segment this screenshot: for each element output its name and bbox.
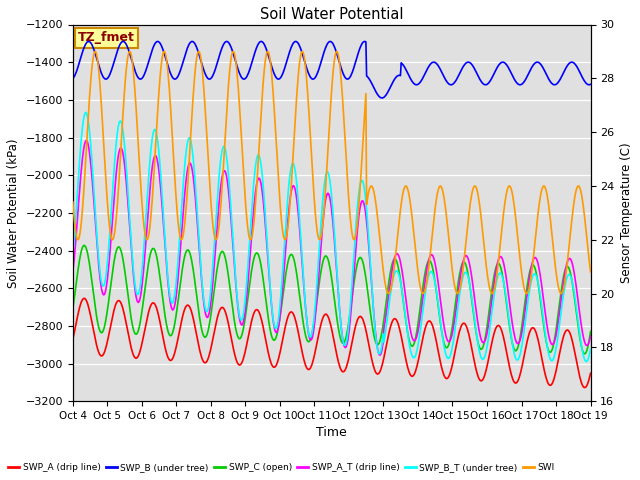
Y-axis label: Soil Water Potential (kPa): Soil Water Potential (kPa) (7, 138, 20, 288)
Y-axis label: Sensor Temperature (C): Sensor Temperature (C) (620, 143, 633, 283)
X-axis label: Time: Time (316, 426, 347, 440)
Text: TZ_fmet: TZ_fmet (78, 32, 135, 45)
Title: Soil Water Potential: Soil Water Potential (260, 7, 403, 22)
Legend: SWP_A (drip line), SWP_B (under tree), SWP_C (open), SWP_A_T (drip line), SWP_B_: SWP_A (drip line), SWP_B (under tree), S… (4, 459, 558, 476)
